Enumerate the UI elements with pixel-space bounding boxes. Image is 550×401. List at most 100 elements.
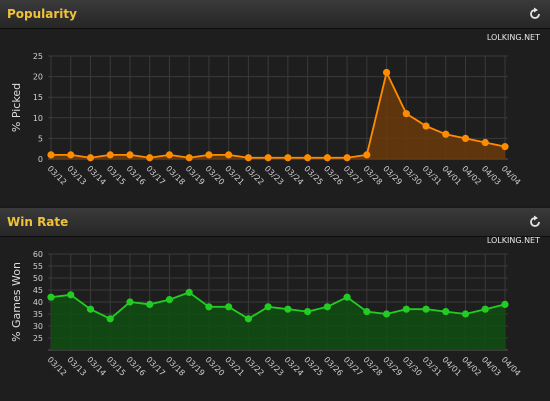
data-point <box>323 303 331 311</box>
data-point <box>185 154 193 162</box>
x-tick-label: 03/18 <box>164 355 187 378</box>
y-tick-label: 10 <box>33 114 43 123</box>
data-point <box>461 310 470 318</box>
data-point <box>86 305 95 313</box>
source-label: LOLKING.NET <box>487 33 540 42</box>
x-tick-label: 03/15 <box>105 355 128 378</box>
x-tick-label: 04/01 <box>440 164 463 187</box>
x-tick-label: 03/30 <box>401 355 424 378</box>
popularity-panel-header: Popularity <box>0 0 550 29</box>
x-tick-label: 03/25 <box>302 355 325 378</box>
x-tick-label: 03/17 <box>144 164 167 187</box>
series-area <box>51 292 505 350</box>
x-tick-label: 03/19 <box>184 355 207 378</box>
x-tick-label: 03/31 <box>421 164 444 187</box>
popularity-title: Popularity <box>7 7 77 21</box>
x-tick-label: 03/12 <box>46 164 69 187</box>
data-point <box>47 293 55 301</box>
data-point <box>86 154 95 162</box>
data-point <box>244 315 252 323</box>
refresh-icon[interactable] <box>528 215 542 229</box>
data-point <box>402 305 410 313</box>
data-point <box>343 293 351 301</box>
data-point <box>461 134 470 142</box>
x-tick-label: 03/12 <box>46 355 69 378</box>
data-point <box>343 154 351 162</box>
data-point <box>244 154 252 162</box>
x-tick-label: 03/27 <box>342 164 365 187</box>
refresh-icon[interactable] <box>528 7 542 21</box>
x-tick-label: 03/16 <box>125 355 148 378</box>
x-tick-label: 04/01 <box>440 355 463 378</box>
winrate-panel-header: Win Rate <box>0 208 550 237</box>
y-axis-title: % Games Won <box>10 262 23 342</box>
winrate-panel: Win Rate LOLKING.NET 25 30 35 40 45 50 55 60 % Ga… <box>0 208 550 401</box>
data-point <box>481 305 489 313</box>
data-point <box>382 310 391 318</box>
x-tick-label: 03/29 <box>381 355 404 378</box>
x-tick-label: 03/31 <box>421 355 444 378</box>
x-tick-label: 04/03 <box>480 164 503 187</box>
series-area <box>51 72 505 159</box>
x-tick-label: 03/13 <box>65 355 88 378</box>
data-point <box>126 298 134 306</box>
data-point <box>146 300 154 308</box>
x-tick-label: 03/25 <box>302 164 325 187</box>
x-tick-label: 03/18 <box>164 164 187 187</box>
y-tick-label: 40 <box>33 298 43 307</box>
x-tick-label: 03/14 <box>85 164 108 187</box>
data-point <box>501 300 509 308</box>
winrate-chart: LOLKING.NET 25 30 35 40 45 50 55 60 % Games Won 03… <box>10 236 540 378</box>
data-point <box>106 315 114 323</box>
x-tick-label: 03/24 <box>282 164 305 187</box>
x-tick-label: 03/27 <box>342 355 365 378</box>
y-tick-label: 45 <box>33 286 43 295</box>
data-point <box>165 151 174 159</box>
y-tick-label: 15 <box>33 93 43 102</box>
data-point <box>501 143 509 151</box>
winrate-title: Win Rate <box>7 215 69 229</box>
x-tick-label: 04/02 <box>460 355 483 378</box>
data-point <box>304 308 312 316</box>
x-tick-label: 03/20 <box>203 355 226 378</box>
x-tick-label: 03/28 <box>361 164 384 187</box>
y-tick-label: 35 <box>33 310 43 319</box>
data-point <box>106 151 114 159</box>
data-point <box>442 308 450 316</box>
x-tick-label: 03/13 <box>65 164 88 187</box>
data-point <box>363 151 371 159</box>
x-tick-label: 03/14 <box>85 355 108 378</box>
y-tick-label: 20 <box>33 73 43 82</box>
data-point <box>225 151 233 159</box>
data-point <box>185 288 193 296</box>
data-point <box>442 130 450 138</box>
x-tick-label: 03/21 <box>223 164 246 187</box>
data-point <box>165 296 174 304</box>
data-point <box>264 303 272 311</box>
data-point <box>304 154 312 162</box>
x-tick-label: 03/23 <box>263 355 286 378</box>
data-point <box>146 154 154 162</box>
y-tick-label: 25 <box>33 52 43 61</box>
data-point <box>67 151 75 159</box>
data-point <box>323 154 331 162</box>
x-tick-label: 03/22 <box>243 164 266 187</box>
data-point <box>284 305 292 313</box>
y-tick-label: 0 <box>38 155 43 164</box>
y-tick-label: 50 <box>33 274 43 283</box>
x-tick-label: 03/30 <box>401 164 424 187</box>
x-tick-label: 03/15 <box>105 164 128 187</box>
x-tick-label: 03/21 <box>223 355 246 378</box>
x-tick-label: 03/16 <box>125 164 148 187</box>
data-point <box>422 122 430 130</box>
x-tick-label: 03/24 <box>282 355 305 378</box>
x-tick-label: 03/28 <box>361 355 384 378</box>
y-tick-label: 55 <box>33 262 43 271</box>
data-point <box>284 154 292 162</box>
data-point <box>363 308 371 316</box>
data-point <box>205 303 213 311</box>
popularity-panel: Popularity LOLKING.NET 0 5 10 15 20 25 % Picked… <box>0 0 550 187</box>
x-tick-label: 03/23 <box>263 164 286 187</box>
x-tick-label: 04/03 <box>480 355 503 378</box>
